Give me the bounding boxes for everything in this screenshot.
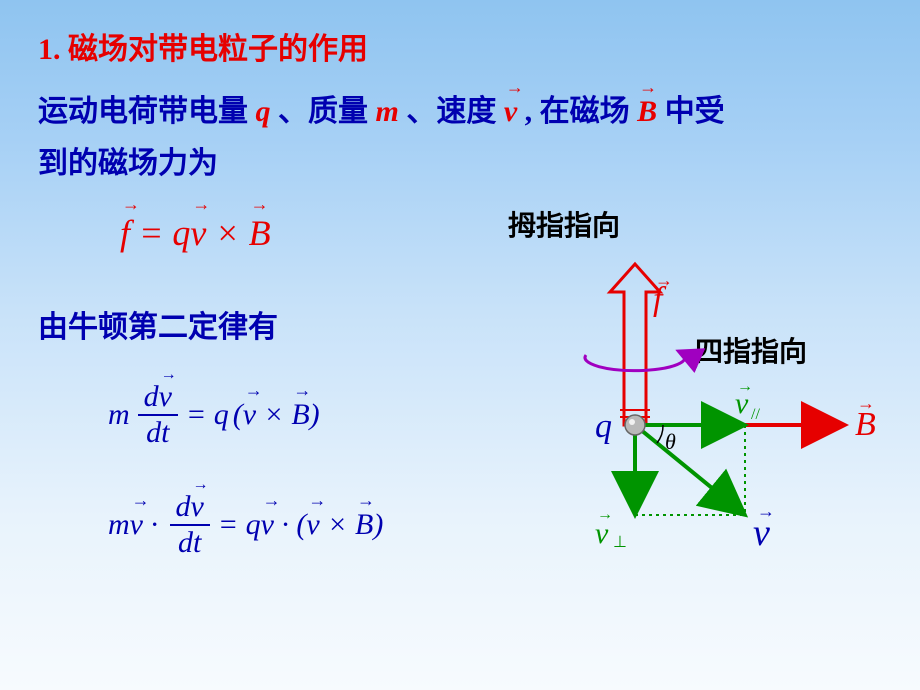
svg-text:q: q: [595, 408, 612, 445]
eq3-B: B: [355, 508, 373, 542]
svg-text:→: →: [857, 393, 875, 413]
section-title: 1. 磁场对带电粒子的作用: [38, 24, 368, 68]
eq1-eq: =: [130, 213, 172, 253]
var-q: q: [256, 95, 271, 128]
eq3-v2: v: [261, 508, 274, 542]
eq3-dot: ·: [143, 508, 166, 541]
eq2-d: d: [144, 380, 159, 413]
var-B: B: [637, 95, 657, 129]
svg-text:θ: θ: [665, 429, 676, 454]
eq2-rp: ): [310, 398, 320, 431]
eq2-q: q: [214, 398, 229, 431]
text-p3: 、速度: [406, 95, 496, 128]
var-m: m: [376, 95, 399, 128]
eq3-eq: =: [218, 508, 246, 541]
eq3-x: ×: [320, 508, 355, 541]
eq3-m: m: [108, 508, 130, 541]
eq1-q: q: [172, 213, 190, 253]
var-v: v: [504, 95, 517, 129]
text-p5: 中受: [665, 95, 725, 128]
svg-text:⊥: ⊥: [613, 534, 627, 551]
eq2-eq: =: [186, 398, 214, 431]
eq3-v1: v: [130, 508, 143, 542]
statement-newton: 由牛顿第二定律有: [38, 302, 278, 346]
eq1-f: f: [120, 212, 130, 254]
svg-text:→: →: [655, 270, 673, 290]
eq2-B: B: [291, 398, 309, 432]
eq3-rp: ): [373, 508, 383, 541]
svg-text://: //: [751, 406, 760, 423]
eq3-q: q: [246, 508, 261, 541]
eq3-d: d: [176, 490, 191, 523]
equation-lorentz: f = qv × B: [120, 212, 271, 254]
eq1-B: B: [249, 212, 271, 254]
statement-line-2: 到的磁场力为: [38, 138, 218, 182]
eq3-frac: dv dt: [170, 490, 210, 560]
eq3-v3: v: [306, 508, 319, 542]
eq2-frac: dv dt: [138, 380, 178, 450]
text-p1: 运动电荷带电量: [38, 95, 248, 128]
eq1-v: v: [190, 212, 206, 254]
eq1-x: ×: [206, 213, 248, 253]
eq2-dt: dt: [138, 416, 178, 450]
text-p4: , 在磁场: [525, 95, 630, 128]
eq3-dot2: · (: [274, 508, 307, 541]
eq3-dv: v: [191, 490, 204, 524]
equation-newton-2: mv · dv dt = qv · (v × B): [108, 490, 383, 560]
svg-text:→: →: [757, 501, 775, 521]
eq2-x: ×: [256, 398, 291, 431]
eq2-lp: (: [233, 398, 243, 431]
equation-newton-1: m dv dt = q (v × B): [108, 380, 320, 450]
eq2-m: m: [108, 398, 130, 431]
eq3-dt: dt: [170, 526, 210, 560]
statement-line-1: 运动电荷带电量 q 、质量 m 、速度 v , 在磁场 B 中受: [38, 86, 725, 130]
text-p2: 、质量: [278, 95, 368, 128]
right-hand-rule-diagram: f→B→v//→v⊥→v→θq: [530, 235, 910, 575]
eq2-dv: v: [159, 380, 172, 414]
eq2-v: v: [243, 398, 256, 432]
svg-text:→: →: [737, 378, 753, 395]
svg-text:→: →: [597, 506, 613, 523]
